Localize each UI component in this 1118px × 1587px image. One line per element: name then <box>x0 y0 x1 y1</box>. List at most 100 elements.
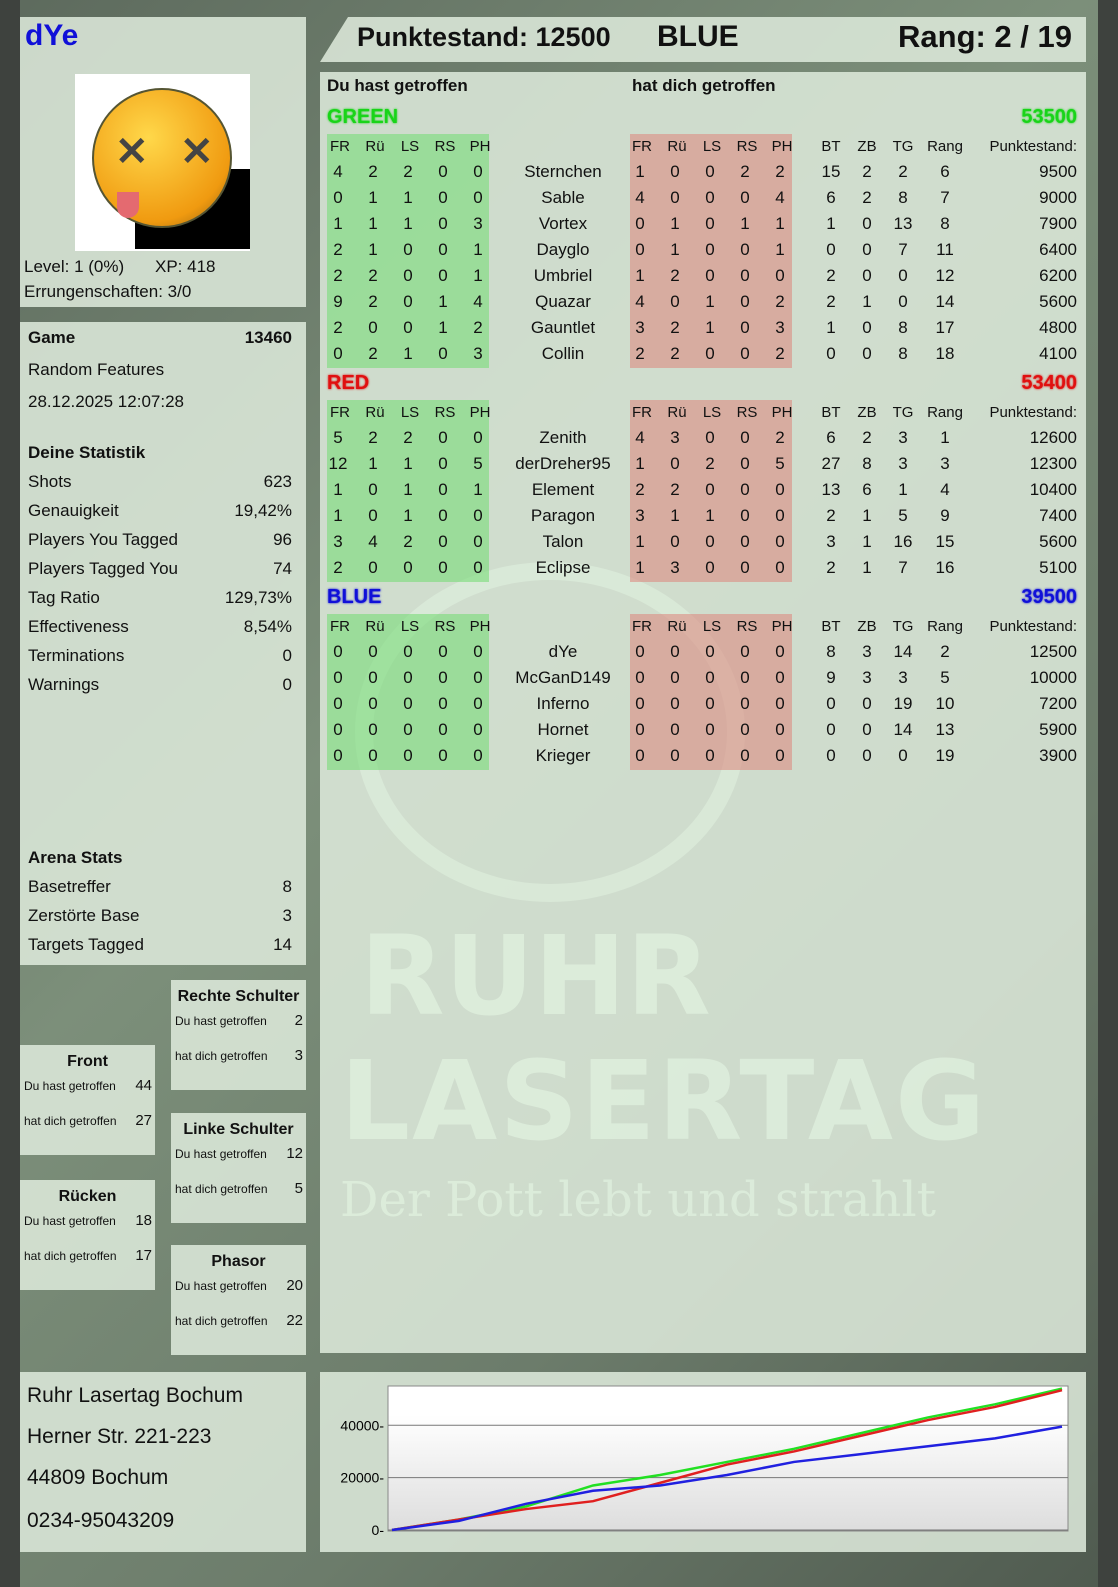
stat-value: 18 <box>935 344 955 363</box>
hit-value: 0 <box>473 746 483 765</box>
player-row[interactable]: 5 2 2 0 0 Zenith 4 3 0 0 2 6 2 3 1 12600 <box>320 428 1086 454</box>
player-row[interactable]: 0 0 0 0 0 Hornet 0 0 0 0 0 0 0 14 13 5900 <box>320 720 1086 746</box>
got-value: 1 <box>740 214 750 233</box>
hit-value: 1 <box>333 214 343 233</box>
player-row[interactable]: 0 0 0 0 0 McGanD149 0 0 0 0 0 9 3 3 5 10000 <box>320 668 1086 694</box>
player-score: 5600 <box>1039 532 1077 551</box>
address-line3: 44809 Bochum <box>27 1466 169 1489</box>
got-value: 0 <box>635 720 645 739</box>
player-row[interactable]: 2 0 0 1 2 Gauntlet 3 2 1 0 3 1 0 8 17 4800 <box>320 318 1086 344</box>
got-value: 2 <box>775 344 785 363</box>
hit-value: 0 <box>438 558 448 577</box>
player-score: 3900 <box>1039 746 1077 765</box>
hit-value: 1 <box>368 188 378 207</box>
got-value: 0 <box>670 668 680 687</box>
hit-value: 0 <box>403 720 413 739</box>
hit-value: 2 <box>368 344 378 363</box>
got-value: 0 <box>740 266 750 285</box>
col-header: RS <box>434 138 456 155</box>
player-row[interactable]: 0 1 1 0 0 Sable 4 0 0 0 4 6 2 8 7 9000 <box>320 188 1086 214</box>
player-row[interactable]: 2 1 0 0 1 Dayglo 0 1 0 0 1 0 0 7 11 6400 <box>320 240 1086 266</box>
got-value: 0 <box>775 558 785 577</box>
player-row[interactable]: 1 0 1 0 1 Element 2 2 0 0 0 13 6 1 4 10400 <box>320 480 1086 506</box>
got-value: 2 <box>670 318 680 337</box>
arena-row: Targets Tagged 14 <box>28 935 292 955</box>
hit-value: 5 <box>333 428 343 447</box>
stat-value: 74 <box>273 559 292 578</box>
col-header: PH <box>771 618 793 635</box>
player-score: 4800 <box>1039 318 1077 337</box>
stat-value: 1 <box>898 480 908 499</box>
player-row[interactable]: 4 2 2 0 0 Sternchen 1 0 0 2 2 15 2 2 6 9500 <box>320 162 1086 188</box>
got-value: 0 <box>705 532 715 551</box>
player-row[interactable]: 12 1 1 0 5 derDreher95 1 0 2 0 5 27 8 3 3 12300 <box>320 454 1086 480</box>
player-row[interactable]: 9 2 0 1 4 Quazar 4 0 1 0 2 2 1 0 14 5600 <box>320 292 1086 318</box>
got-value: 0 <box>635 642 645 661</box>
got-value: 4 <box>775 188 785 207</box>
col-header: TG <box>892 618 914 635</box>
player-score: 12500 <box>1029 642 1077 661</box>
hit-value: 0 <box>473 642 483 661</box>
hit-value: 0 <box>438 480 448 499</box>
player-score: 7400 <box>1039 506 1077 525</box>
hit-value: 1 <box>403 454 413 473</box>
hit-value: 2 <box>473 318 483 337</box>
col-header: LS <box>400 138 420 155</box>
stat-value: 8,54% <box>243 617 292 636</box>
got-value: 0 <box>740 428 750 447</box>
zone-title: Linke Schulter <box>183 1121 294 1138</box>
stat-value: 8 <box>862 454 872 473</box>
zone-title: Phasor <box>211 1253 266 1270</box>
stat-value: 96 <box>273 530 292 549</box>
got-value: 0 <box>670 532 680 551</box>
score-chart: 0- 20000- 40000- <box>340 1385 1069 1538</box>
hit-value: 0 <box>403 292 413 311</box>
player-row[interactable]: 0 0 0 0 0 Krieger 0 0 0 0 0 0 0 0 19 3900 <box>320 746 1086 772</box>
hit-value: 0 <box>403 240 413 259</box>
player-row[interactable]: 3 4 2 0 0 Talon 1 0 0 0 0 3 1 16 15 5600 <box>320 532 1086 558</box>
watermark-slogan: Der Pott lebt und strahlt <box>340 1172 937 1228</box>
player-row[interactable]: 0 0 0 0 0 dYe 0 0 0 0 0 8 3 14 2 12500 <box>320 642 1086 668</box>
plot-area <box>387 1385 1069 1532</box>
zone-hit-label: Du hast getroffen <box>175 1147 267 1161</box>
got-value: 0 <box>705 240 715 259</box>
hit-value: 4 <box>473 292 483 311</box>
hit-value: 0 <box>333 746 343 765</box>
hit-value: 9 <box>333 292 343 311</box>
got-value: 1 <box>635 162 645 181</box>
player-row[interactable]: 1 0 1 0 0 Paragon 3 1 1 0 0 2 1 5 9 7400 <box>320 506 1086 532</box>
player-row[interactable]: 1 1 1 0 3 Vortex 0 1 0 1 1 1 0 13 8 7900 <box>320 214 1086 240</box>
hit-zone-ruecken: Rücken Du hast getroffen 18 hat dich getrof… <box>20 1180 155 1290</box>
arena-value: 3 <box>282 906 292 925</box>
stat-value: 14 <box>935 292 955 311</box>
hit-you-block <box>630 614 792 770</box>
hit-value: 5 <box>473 454 483 473</box>
chart-panel: 0- 20000- 40000- <box>320 1372 1086 1552</box>
player-row[interactable]: 0 2 1 0 3 Collin 2 2 0 0 2 0 0 8 18 4100 <box>320 344 1086 370</box>
got-value: 0 <box>740 720 750 739</box>
stat-value: 0 <box>862 240 872 259</box>
zone-got-value: 22 <box>286 1312 303 1329</box>
stat-value: 0 <box>898 292 908 311</box>
hit-value: 3 <box>473 344 483 363</box>
col-header: FR <box>632 138 652 155</box>
player-row[interactable]: 2 0 0 0 0 Eclipse 1 3 0 0 0 2 1 7 16 5100 <box>320 558 1086 584</box>
hit-value: 0 <box>438 720 448 739</box>
player-row[interactable]: 0 0 0 0 0 Inferno 0 0 0 0 0 0 0 19 10 7200 <box>320 694 1086 720</box>
col-header: Rang <box>927 404 963 421</box>
got-value: 0 <box>705 720 715 739</box>
col-header: FR <box>330 618 350 635</box>
got-value: 0 <box>740 558 750 577</box>
col-header-score: Punktestand: <box>989 138 1077 155</box>
player-row[interactable]: 2 2 0 0 1 Umbriel 1 2 0 0 0 2 0 0 12 6200 <box>320 266 1086 292</box>
got-value: 2 <box>705 454 715 473</box>
got-value: 2 <box>775 428 785 447</box>
got-value: 3 <box>635 506 645 525</box>
hit-value: 0 <box>403 266 413 285</box>
got-value: 4 <box>635 292 645 311</box>
hit-value: 0 <box>438 454 448 473</box>
game-mode: Random Features <box>28 360 165 379</box>
hit-value: 1 <box>368 240 378 259</box>
got-value: 0 <box>705 558 715 577</box>
col-header: BT <box>821 138 841 155</box>
